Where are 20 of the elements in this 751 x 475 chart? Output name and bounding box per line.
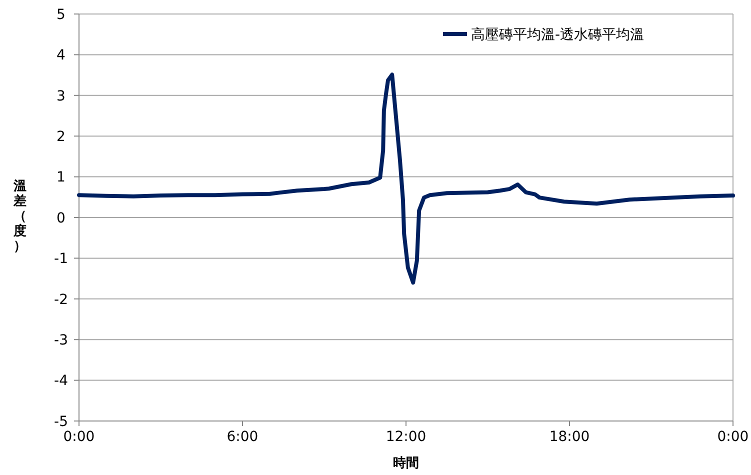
y-tick-label: 1 [56,170,66,186]
x-axis-title: 時間 [393,456,419,471]
x-tick-label: 0:00 [63,429,95,445]
line-series [77,72,735,285]
y-tick-label: 3 [56,88,66,104]
y-tick-label: 0 [56,210,66,226]
y-tick-label: -5 [54,414,68,430]
y-tick-label: -2 [54,292,68,308]
y-tick-label: -1 [54,251,68,268]
y-axis-title: 溫差（度） [12,179,26,254]
x-tick-label: 18:00 [549,429,590,445]
y-tick-label: 2 [56,129,66,145]
x-tick-label: 6:00 [226,429,258,445]
y-tick-label: -4 [54,373,68,390]
x-tick-label: 12:00 [386,429,426,445]
y-tick-label: -3 [54,332,68,348]
y-tick-label: 5 [56,6,66,23]
y-tick-label: 4 [56,48,66,64]
x-tick-label: 0:00 [717,429,749,445]
legend-label: 高壓磚平均溫-透水磚平均溫 [471,27,644,43]
